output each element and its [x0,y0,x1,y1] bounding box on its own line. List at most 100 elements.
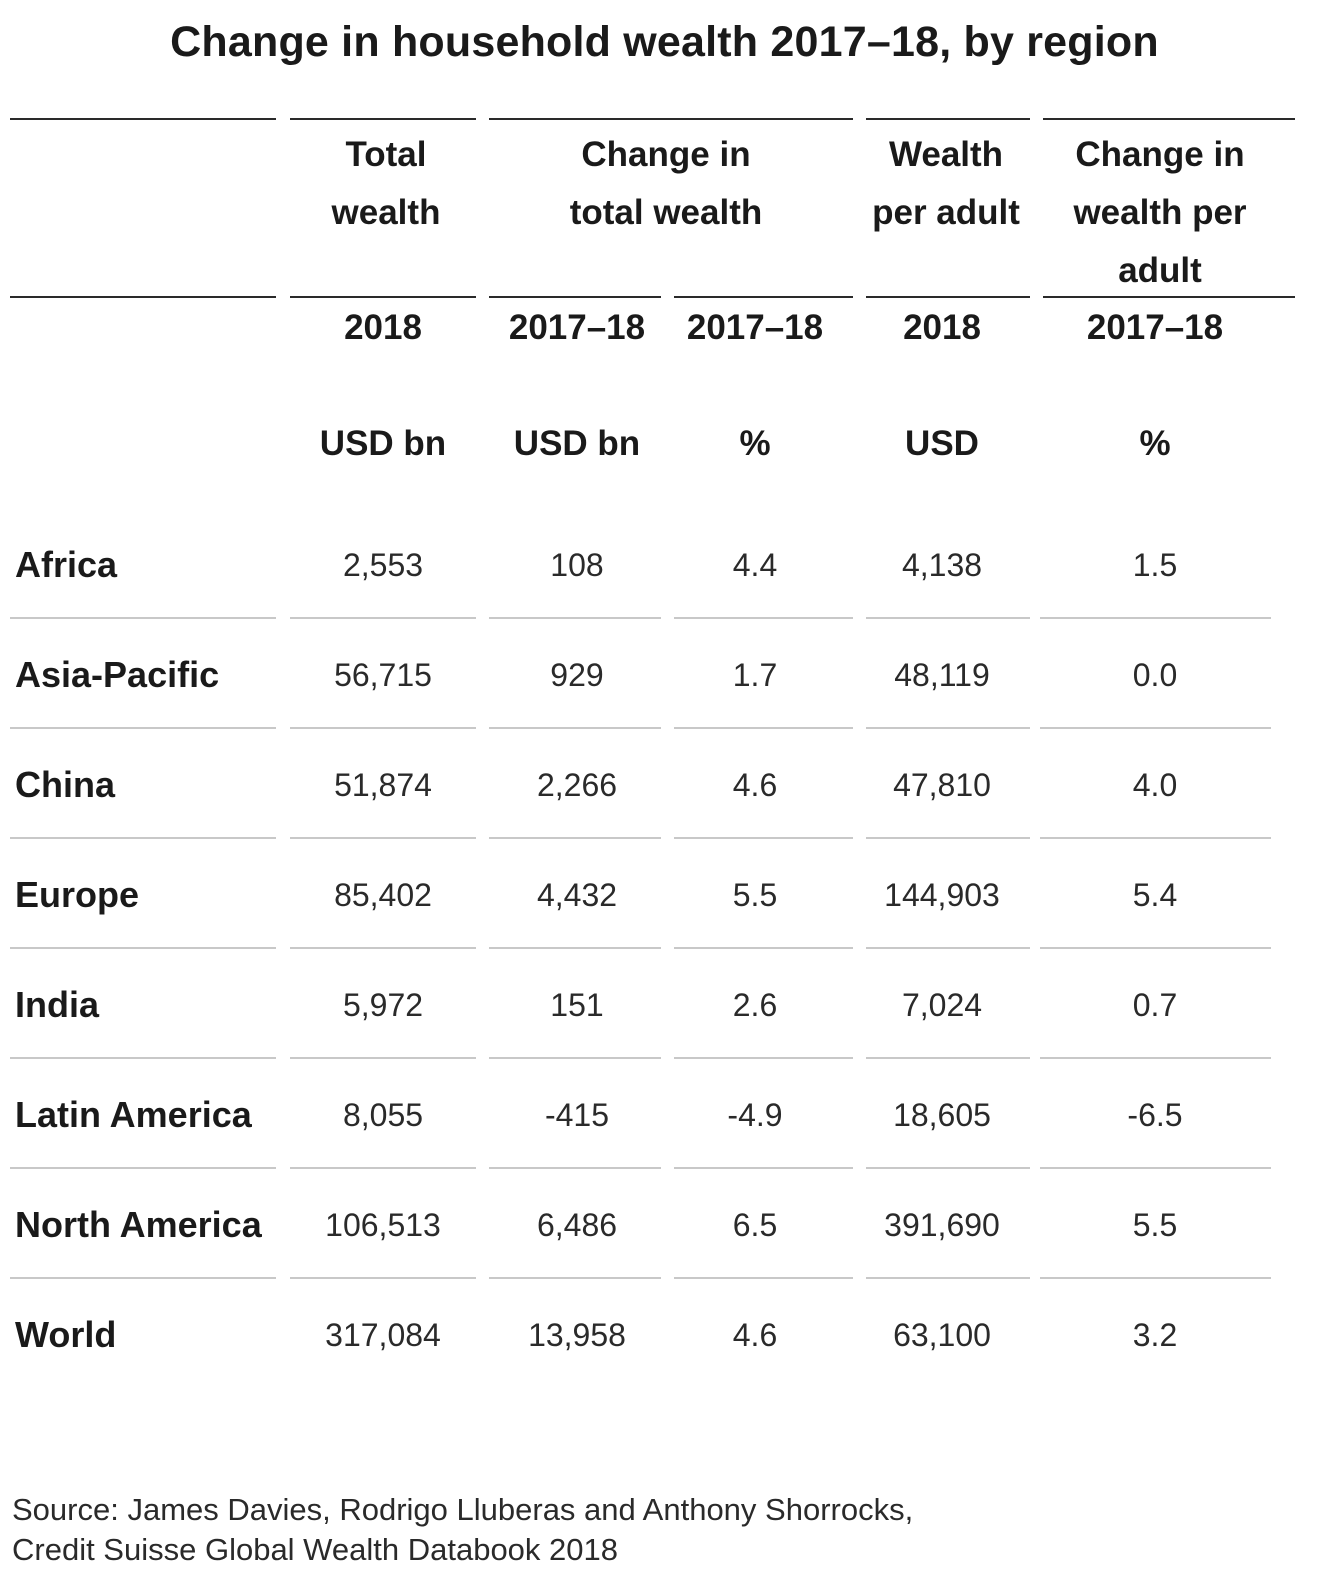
table-cell: 151 [550,987,604,1023]
header-total-wealth: Total wealth [331,135,441,232]
row-divider [290,1057,476,1059]
row-divider [489,617,661,619]
table-cell: 4.6 [732,767,778,803]
top-rule-label [10,118,276,120]
row-divider [290,1277,476,1279]
row-divider [1040,1277,1271,1279]
table-cell: 85,402 [334,877,432,913]
row-divider [489,837,661,839]
row-label: Latin America [15,1094,252,1135]
row-divider [866,1277,1030,1279]
top-rule-wealth-per-adult [866,118,1030,120]
unit-change-total-pct: % [739,424,771,463]
row-divider [1040,1167,1271,1169]
row-divider [866,1167,1030,1169]
mid-rule-change-total-usd [489,296,661,298]
mid-rule-label [10,296,276,298]
header-wealth-per-adult: Wealth per adult [872,135,1020,232]
table-cell: 5,972 [342,987,424,1023]
row-divider [10,947,276,949]
row-divider [1040,947,1271,949]
row-label: Africa [15,544,118,585]
top-rule-change-per-adult [1043,118,1295,120]
row-divider [674,947,853,949]
table-cell: 1.7 [732,657,778,693]
table-cell: 8,055 [342,1097,424,1133]
table-cell: 13,958 [528,1317,626,1353]
table-cell: 6,486 [536,1207,618,1243]
row-divider [866,947,1030,949]
table-cell: 0.7 [1132,987,1178,1023]
table-cell: 144,903 [884,877,1000,913]
table-cell: 4,432 [536,877,618,913]
table-cell: 56,715 [334,657,432,693]
table-cell: 4,138 [901,547,983,583]
year-total-wealth: 2018 [344,308,422,347]
table-cell: 4.0 [1132,767,1178,803]
table-cell: 48,119 [894,657,990,693]
row-divider [866,1057,1030,1059]
source-line-1: Source: James Davies, Rodrigo Lluberas a… [12,1492,914,1527]
table-cell: 2.6 [732,987,778,1023]
row-divider [674,1277,853,1279]
table-cell: -415 [544,1097,610,1133]
year-change-per-adult: 2017–18 [1086,308,1224,347]
top-rule-change-total [489,118,853,120]
header-change-total-wealth: Change in total wealth [569,135,763,232]
year-wealth-per-adult: 2018 [903,308,981,347]
table-cell: 4.4 [732,547,778,583]
row-divider [674,1167,853,1169]
row-divider [489,1057,661,1059]
row-divider [290,837,476,839]
table-cell: 5.5 [732,877,778,913]
table-cell: 929 [550,657,604,693]
row-divider [10,727,276,729]
row-divider [674,1057,853,1059]
row-label: World [15,1314,117,1355]
source-line-2: Credit Suisse Global Wealth Databook 201… [12,1532,618,1567]
table-cell: 5.4 [1132,877,1178,913]
table-cell: 0.0 [1132,657,1178,693]
table-cell: 106,513 [325,1207,441,1243]
row-label: North America [15,1204,262,1245]
row-divider [10,1277,276,1279]
table-cell: 6.5 [732,1207,778,1243]
row-divider [290,1167,476,1169]
row-divider [489,727,661,729]
row-label: Asia-Pacific [15,654,220,695]
table-cell: 4.6 [732,1317,778,1353]
table-cell: 3.2 [1132,1317,1178,1353]
row-label: Europe [15,874,140,915]
row-divider [10,837,276,839]
table-cell: 51,874 [334,767,432,803]
mid-rule-change-per-adult [1043,296,1295,298]
row-label: India [15,984,100,1025]
row-label: China [15,764,116,805]
unit-change-per-adult: % [1139,424,1171,463]
table-cell: -6.5 [1127,1097,1183,1133]
row-divider [489,947,661,949]
row-divider [866,837,1030,839]
row-divider [10,617,276,619]
mid-rule-wealth-per-adult [866,296,1030,298]
unit-total-wealth: USD bn [319,424,447,463]
table-cell: 391,690 [884,1207,1000,1243]
row-divider [1040,617,1271,619]
row-divider [674,617,853,619]
table-cell: 108 [550,547,604,583]
row-divider [290,947,476,949]
mid-rule-change-total-pct [674,296,853,298]
row-divider [866,617,1030,619]
mid-rule-total-wealth [290,296,476,298]
row-divider [489,1277,661,1279]
unit-change-total-usd: USD bn [513,424,641,463]
row-divider [674,837,853,839]
row-divider [866,727,1030,729]
year-change-total-usd: 2017–18 [508,308,646,347]
row-divider [290,617,476,619]
unit-wealth-per-adult: USD [905,424,979,463]
table-cell: 317,084 [325,1317,441,1353]
table-cell: -4.9 [727,1097,783,1133]
table-cell: 47,810 [893,767,991,803]
table-cell: 1.5 [1132,547,1178,583]
